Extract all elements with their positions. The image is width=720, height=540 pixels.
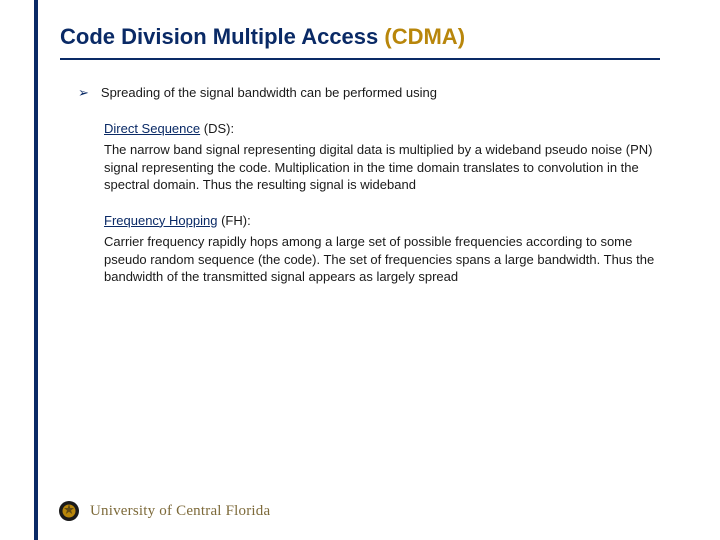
content-area: ➢ Spreading of the signal bandwidth can … (78, 84, 668, 304)
section-frequency-hopping: Frequency Hopping (FH): Carrier frequenc… (104, 212, 668, 286)
section-direct-sequence: Direct Sequence (DS): The narrow band si… (104, 120, 668, 194)
left-accent-bar (34, 0, 38, 540)
section-heading: Frequency Hopping (FH): (104, 212, 668, 230)
footer: University of Central Florida (58, 500, 270, 522)
bullet-item: ➢ Spreading of the signal bandwidth can … (78, 84, 668, 102)
slide: Code Division Multiple Access (CDMA) ➢ S… (0, 0, 720, 540)
title-highlight: (CDMA) (384, 24, 465, 49)
ucf-logo-icon (58, 500, 80, 522)
section-head-paren: (FH): (217, 213, 250, 228)
title-main: Code Division Multiple Access (60, 24, 384, 49)
bullet-arrow-icon: ➢ (78, 84, 89, 102)
section-head-paren: (DS): (200, 121, 234, 136)
section-body: The narrow band signal representing digi… (104, 141, 668, 194)
footer-text: University of Central Florida (90, 503, 270, 520)
section-body: Carrier frequency rapidly hops among a l… (104, 233, 668, 286)
bullet-text: Spreading of the signal bandwidth can be… (101, 84, 668, 102)
slide-title: Code Division Multiple Access (CDMA) (60, 24, 465, 50)
section-head-underlined: Direct Sequence (104, 121, 200, 136)
section-heading: Direct Sequence (DS): (104, 120, 668, 138)
title-underline (60, 58, 660, 60)
section-head-underlined: Frequency Hopping (104, 213, 217, 228)
